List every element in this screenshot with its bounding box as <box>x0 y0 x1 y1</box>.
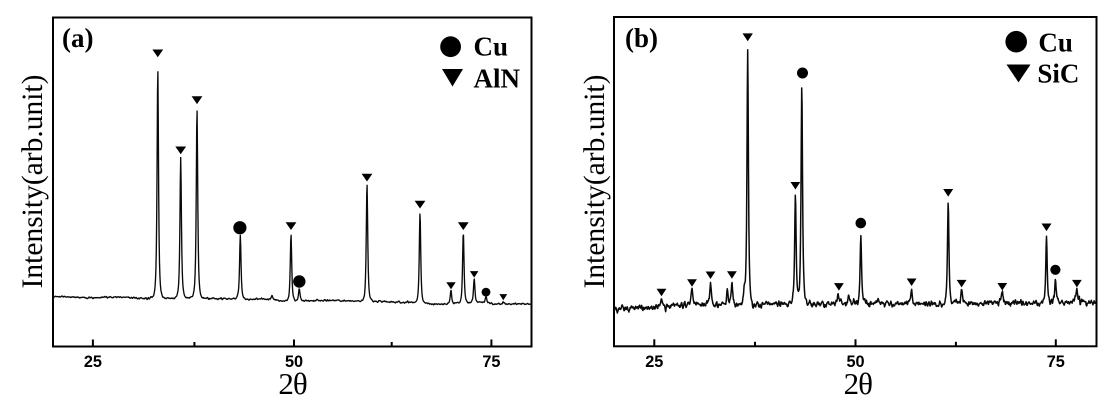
svg-text:Cu: Cu <box>1038 28 1073 58</box>
svg-text:SiC: SiC <box>1037 58 1079 88</box>
svg-text:25: 25 <box>84 353 102 371</box>
svg-text:AlN: AlN <box>474 63 521 93</box>
svg-text:(b): (b) <box>625 23 658 53</box>
svg-text:50: 50 <box>285 353 303 371</box>
svg-text:75: 75 <box>1047 353 1065 371</box>
svg-text:75: 75 <box>482 353 500 371</box>
svg-text:50: 50 <box>846 353 864 371</box>
svg-text:(a): (a) <box>62 23 93 53</box>
svg-text:2θ: 2θ <box>278 366 307 401</box>
svg-text:2θ: 2θ <box>844 366 873 401</box>
svg-text:Intensity(arb.unit): Intensity(arb.unit) <box>579 75 611 289</box>
svg-text:Cu: Cu <box>474 32 509 62</box>
svg-text:Intensity(arb.unit): Intensity(arb.unit) <box>17 75 49 289</box>
svg-text:25: 25 <box>645 353 663 371</box>
